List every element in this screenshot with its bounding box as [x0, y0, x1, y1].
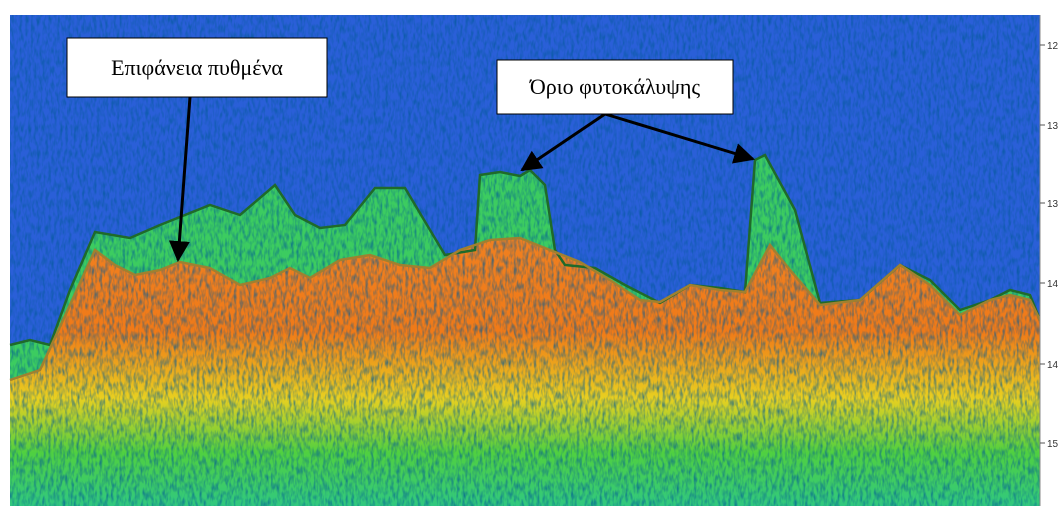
tick-label: 13 [1047, 199, 1059, 210]
tick-label: 12 [1047, 41, 1059, 52]
tick-label: 13 [1047, 121, 1059, 132]
tick-label: 14 [1047, 279, 1059, 290]
tick-label: 14 [1047, 360, 1059, 371]
echogram-figure: Επιφάνεια πυθμένα Όριο φυτοκάλυψης 12 13 1… [0, 0, 1062, 506]
depth-axis-strip [1040, 15, 1062, 506]
annotation-label: Όριο φυτοκάλυψης [529, 74, 701, 99]
tick-label: 15 [1047, 439, 1059, 450]
annotation-label: Επιφάνεια πυθμένα [111, 55, 283, 80]
